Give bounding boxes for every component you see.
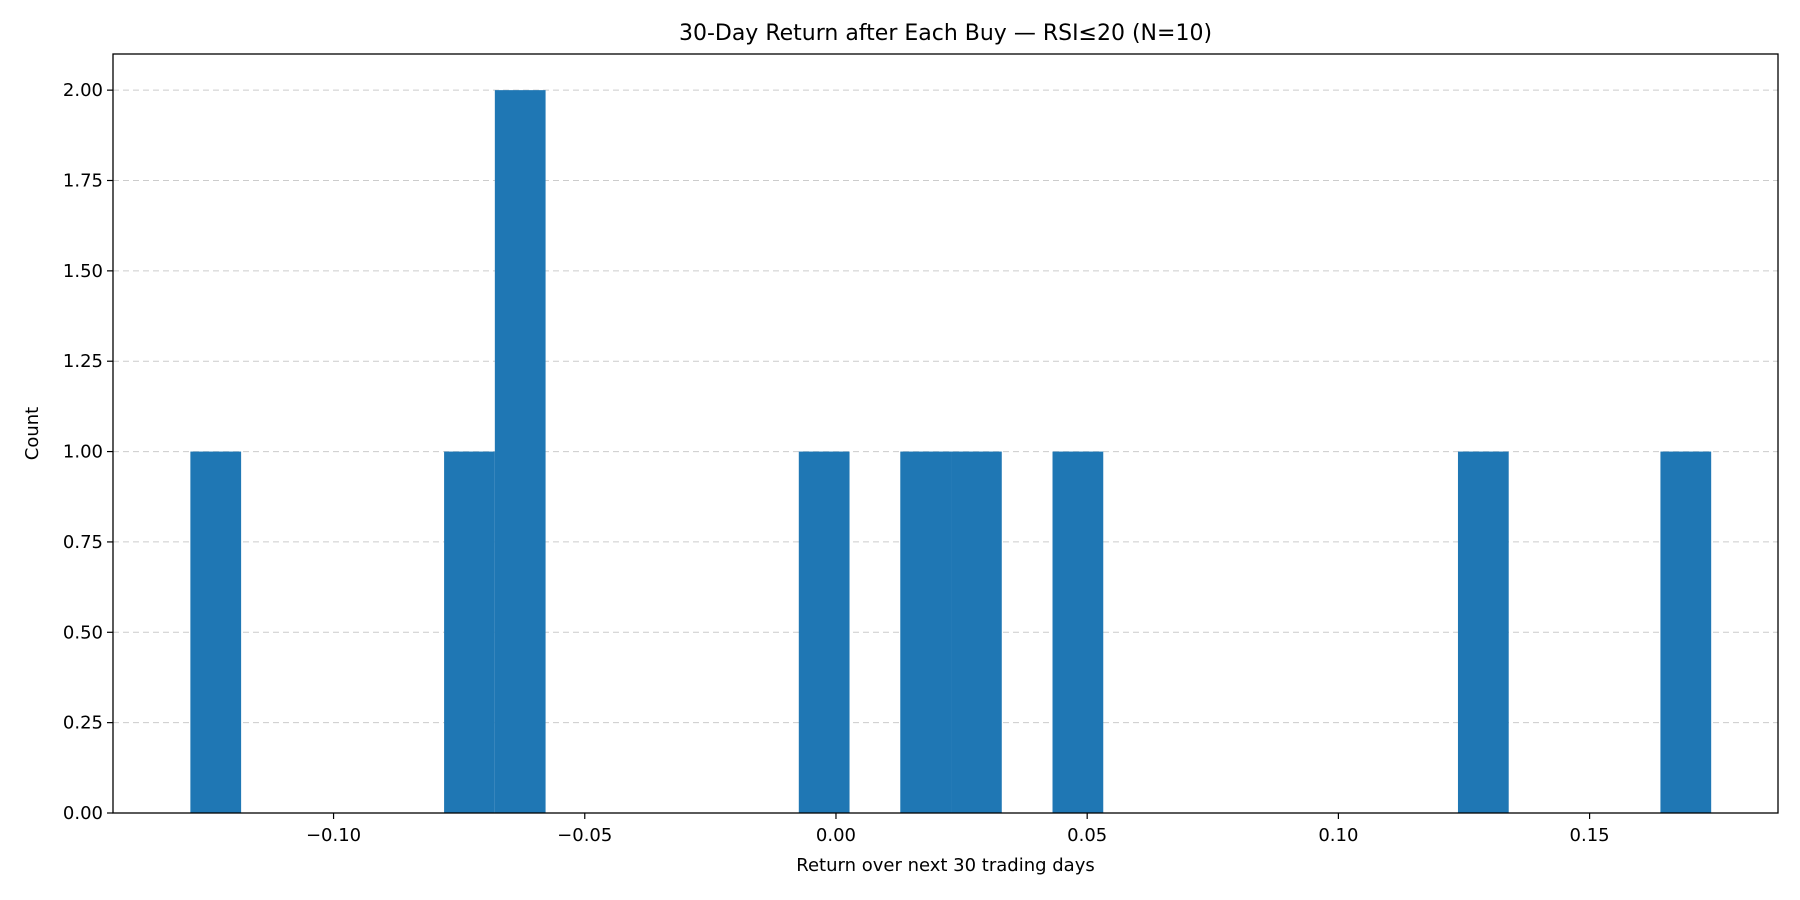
histogram-bar bbox=[798, 451, 850, 813]
x-tick-label: 0.05 bbox=[1067, 825, 1107, 846]
y-tick-label: 0.25 bbox=[63, 713, 103, 734]
x-tick-label: 0.00 bbox=[816, 825, 856, 846]
y-tick-label: 1.50 bbox=[63, 261, 103, 282]
y-tick-label: 0.50 bbox=[63, 622, 103, 643]
histogram-bar bbox=[494, 90, 546, 813]
x-tick-label: −0.10 bbox=[306, 825, 361, 846]
y-axis-label: Count bbox=[22, 407, 43, 460]
plot-frame bbox=[112, 53, 1779, 814]
x-tick-label: 0.15 bbox=[1570, 825, 1610, 846]
y-axis-ticks: 0.00 0.25 0.50 0.75 1.00 1.25 1.50 1.75 2.00 bbox=[63, 80, 113, 824]
x-tick-label: −0.05 bbox=[557, 825, 612, 846]
bars bbox=[190, 90, 1712, 813]
histogram-bar bbox=[1457, 451, 1509, 813]
x-tick-label: 0.10 bbox=[1318, 825, 1358, 846]
y-tick-label: 2.00 bbox=[63, 80, 103, 101]
y-tick-label: 1.00 bbox=[63, 442, 103, 463]
histogram-bar bbox=[951, 451, 1002, 813]
x-axis-label: Return over next 30 trading days bbox=[796, 855, 1095, 876]
x-axis-ticks: −0.10 −0.05 0.00 0.05 0.10 0.15 bbox=[306, 813, 1610, 846]
histogram-bar bbox=[190, 451, 242, 813]
y-tick-label: 1.75 bbox=[63, 171, 103, 192]
y-tick-label: 1.25 bbox=[63, 351, 103, 372]
chart-title: 30-Day Return after Each Buy — RSI≤20 (N… bbox=[679, 21, 1212, 46]
histogram-bar bbox=[900, 451, 952, 813]
histogram-bar bbox=[1660, 451, 1712, 813]
histogram-bar bbox=[444, 451, 495, 813]
histogram-bar bbox=[1052, 451, 1104, 813]
y-tick-label: 0.75 bbox=[63, 532, 103, 553]
y-tick-label: 0.00 bbox=[63, 803, 103, 824]
